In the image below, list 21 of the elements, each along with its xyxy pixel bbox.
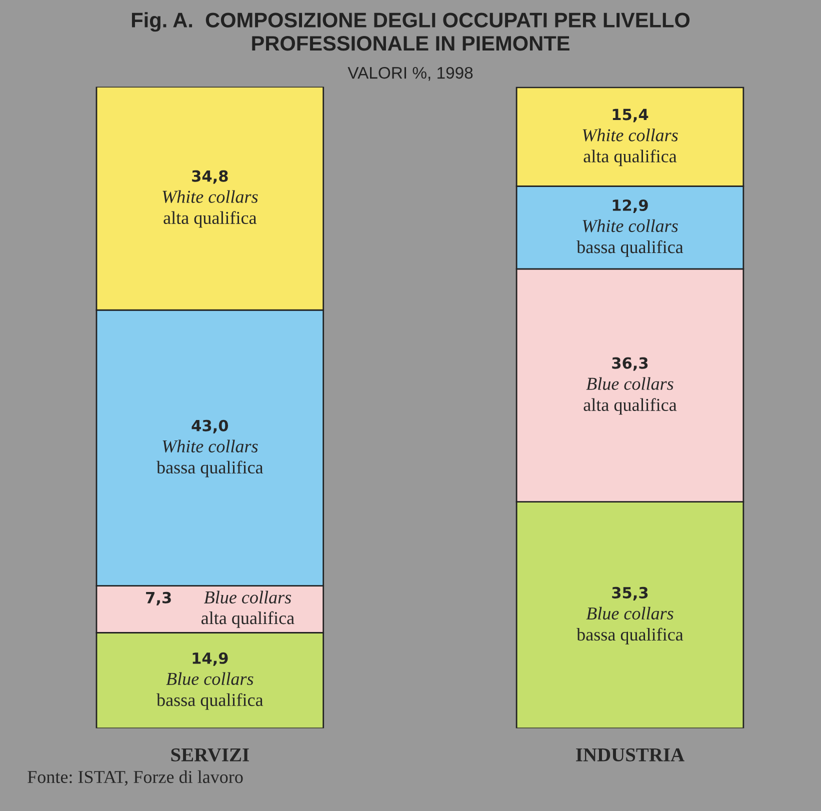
- data-label: 12,9: [612, 199, 648, 213]
- series-label: White collars alta qualifica: [582, 128, 678, 166]
- data-label: 43,0: [192, 420, 228, 434]
- data-label: 35,3: [612, 586, 648, 600]
- series-label: White collars bassa qualifica: [576, 219, 684, 257]
- chart-title: Fig. A. COMPOSIZIONE DEGLI OCCUPATI PER LIVELLO PROFESSIONALE IN PIEMONTE: [132, 12, 690, 51]
- data-label: 14,9: [192, 652, 228, 666]
- data-label: 7,3: [146, 592, 171, 606]
- x-tick-label: INDUSTRIA: [576, 748, 684, 762]
- series-label: Blue collars bassa qualifica: [156, 672, 264, 710]
- x-tick-label: SERVIZI: [171, 748, 249, 762]
- text: White collars alta qualifica: [162, 190, 258, 228]
- data-label: 15,4: [612, 108, 648, 122]
- chart-subtitle: VALORI %, 1998: [348, 66, 473, 81]
- data-label: 36,3: [612, 357, 648, 371]
- text: Blue collars bassa qualifica: [576, 606, 684, 644]
- series-label: Blue collars alta qualifica: [201, 590, 294, 628]
- data-label: 34,8: [192, 170, 228, 184]
- text: Blue collars alta qualifica: [584, 377, 677, 415]
- source-note: Fonte: ISTAT, Forze di lavoro: [28, 770, 243, 786]
- text: White collars bassa qualifica: [156, 440, 264, 478]
